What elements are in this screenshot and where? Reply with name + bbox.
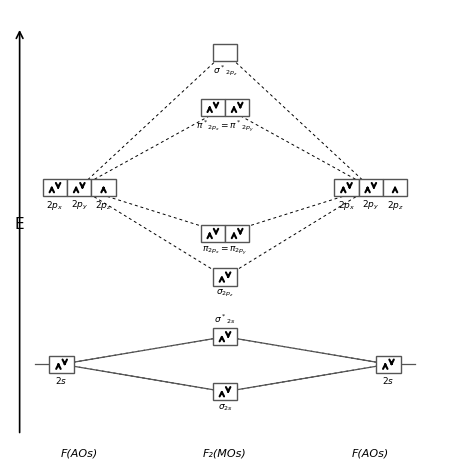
Text: $\pi^*{}_{2p_x}$$=\pi^*{}_{2p_y}$: $\pi^*{}_{2p_x}$$=\pi^*{}_{2p_y}$ <box>196 118 254 134</box>
Text: $2p_z$: $2p_z$ <box>95 198 112 212</box>
Bar <box>43 179 67 196</box>
Bar <box>213 383 237 401</box>
Text: E: E <box>15 217 24 232</box>
Bar <box>225 99 249 116</box>
Bar <box>50 355 74 373</box>
Text: $2p_x$: $2p_x$ <box>338 198 355 212</box>
Text: $\sigma^*{}_{2s}$: $\sigma^*{}_{2s}$ <box>214 312 236 325</box>
Bar <box>91 179 116 196</box>
Text: $2p_y$: $2p_y$ <box>362 198 379 212</box>
Bar <box>213 43 237 61</box>
Text: F₂(MOs): F₂(MOs) <box>203 448 247 458</box>
Text: $\sigma_{2s}$: $\sigma_{2s}$ <box>217 403 233 413</box>
Bar <box>213 328 237 346</box>
Bar <box>201 225 225 242</box>
Text: $\sigma_{2p_z}$: $\sigma_{2p_z}$ <box>216 288 234 299</box>
Bar <box>334 179 359 196</box>
Text: $2p_y$: $2p_y$ <box>71 198 88 212</box>
Bar <box>225 225 249 242</box>
Bar <box>383 179 407 196</box>
Text: $2p_x$: $2p_x$ <box>46 198 63 212</box>
Text: F(AOs): F(AOs) <box>352 448 389 458</box>
Text: F(AOs): F(AOs) <box>61 448 98 458</box>
Bar <box>213 269 237 286</box>
Text: $2s$: $2s$ <box>382 375 395 386</box>
Text: $2s$: $2s$ <box>55 375 68 386</box>
Text: $2p_z$: $2p_z$ <box>387 198 404 212</box>
Bar <box>201 99 225 116</box>
Text: $\sigma^*{}_{2p_z}$: $\sigma^*{}_{2p_z}$ <box>213 64 237 78</box>
Bar <box>359 179 383 196</box>
Bar <box>376 355 400 373</box>
Text: $\pi_{2p_x}$$=\pi_{2p_y}$: $\pi_{2p_x}$$=\pi_{2p_y}$ <box>202 245 248 257</box>
Bar <box>67 179 91 196</box>
